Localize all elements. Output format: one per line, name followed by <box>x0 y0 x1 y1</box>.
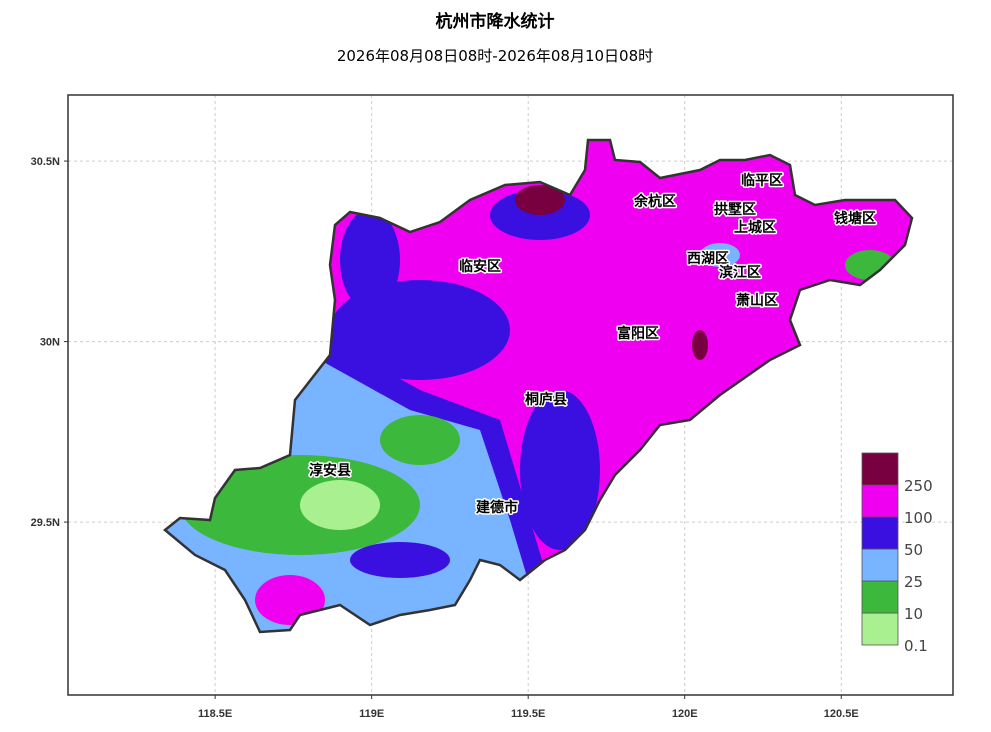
y-tick-label: 29.5N <box>31 517 60 529</box>
district-label: 临平区 <box>741 172 783 189</box>
x-tick-label: 119E <box>359 708 384 720</box>
subtitle: 2026年08月08日08时-2026年08月10日08时 <box>337 47 653 65</box>
x-tick-label: 120.5E <box>824 708 859 720</box>
district-label: 萧山区 <box>736 292 778 309</box>
legend-swatch <box>861 452 899 486</box>
district-label: 滨江区 <box>719 264 761 281</box>
title: 杭州市降水统计 <box>436 11 555 32</box>
legend-swatch <box>861 548 899 582</box>
rain-field <box>165 140 912 632</box>
district-label: 钱塘区 <box>834 210 876 227</box>
legend-label: 100 <box>904 509 933 527</box>
y-tick-label: 30.5N <box>31 156 60 168</box>
legend-label: 50 <box>904 541 923 559</box>
x-tick-label: 120E <box>672 708 698 720</box>
legend-swatch <box>861 580 899 614</box>
district-label: 拱墅区 <box>714 201 756 218</box>
legend-swatch <box>861 484 899 518</box>
y-tick-label: 30N <box>40 337 60 349</box>
legend-swatch <box>861 516 899 550</box>
legend-label: 0.1 <box>904 637 928 655</box>
district-label: 西湖区 <box>687 251 729 267</box>
district-label: 桐庐县 <box>525 391 567 408</box>
legend-label: 25 <box>904 573 923 591</box>
x-tick-label: 119.5E <box>511 708 545 720</box>
legend-label: 250 <box>904 477 933 495</box>
frame <box>67 94 954 696</box>
district-label: 上城区 <box>734 219 776 236</box>
district-label: 建德市 <box>476 499 518 516</box>
district-label: 余杭区 <box>633 193 676 210</box>
district-label: 临安区 <box>459 258 501 275</box>
legend-label: 10 <box>904 605 923 623</box>
district-label: 淳安县 <box>309 462 351 479</box>
district-label: 富阳区 <box>617 325 659 342</box>
x-tick-label: 118.5E <box>198 708 232 720</box>
legend-swatch <box>861 612 899 646</box>
